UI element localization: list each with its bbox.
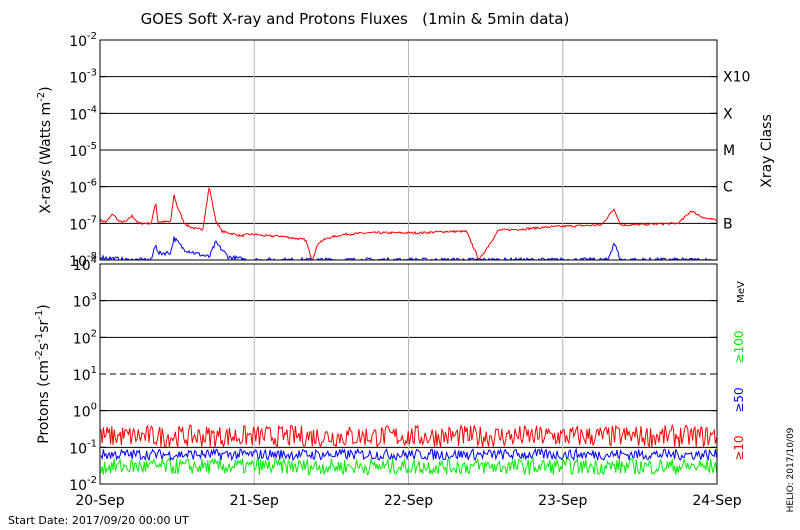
proton-ytick-label: 101 [73,365,97,384]
xray-ytick-label: 10-5 [69,141,97,160]
proton-y-axis-label: Protons (cm-2s-1sr-1) [34,304,52,443]
xray-ytick-label: 10-6 [69,178,97,197]
legend-p50: ≥50 [732,387,746,412]
x-tick-label: 23-Sep [538,493,587,509]
x-tick-label: 21-Sep [230,493,279,509]
xray-long-line [100,186,717,260]
proton-p10-line [100,423,717,449]
proton-y-ticks: 104 103 102 101 100 10-1 10-2 [69,255,717,494]
legend-p10: ≥10 [732,435,746,460]
xray-class-label: C [723,180,733,196]
proton-panel: 104 103 102 101 100 10-1 10-2 Protons (cm-2s-1… [34,255,747,494]
xray-class-label: B [723,216,733,232]
proton-ytick-label: 102 [73,328,97,347]
x-tick-label: 24-Sep [692,493,741,509]
xray-class-label: M [723,143,735,159]
x-tick-label: 22-Sep [384,493,433,509]
proton-ytick-label: 10-1 [69,438,97,457]
start-date: Start Date: 2017/09/20 00:00 UT [8,514,189,527]
xray-ytick-label: 10-8 [69,251,97,270]
xray-ytick-label: 10-3 [69,68,97,87]
proton-series [100,423,717,476]
xray-ytick-label: 10-7 [69,214,97,233]
x-axis-ticks: 20-Sep 21-Sep 22-Sep 23-Sep 24-Sep [75,493,741,509]
xray-class-axis-label: Xray Class [759,114,775,188]
xray-ytick-label: 10-4 [69,104,97,123]
proton-ytick-label: 100 [73,402,97,421]
xray-y-ticks: 10-2 10-3 10-4 10-5 10-6 10-7 10-8 [69,31,717,270]
proton-p50-line [100,447,717,462]
credit-label: HELIO: 2017/10/09 [786,427,796,512]
xray-y-axis-label: X-rays (Watts m-2) [36,86,54,213]
proton-p100-line [100,456,717,476]
proton-ytick-label: 10-2 [69,475,97,494]
chart-title: GOES Soft X-ray and Protons Fluxes (1min… [141,10,570,28]
proton-vgrid [253,264,564,484]
xray-ytick-label: 10-2 [69,31,97,50]
xray-class-label: X [723,106,733,122]
xray-vgrid [253,40,564,260]
xray-class-label: X10 [723,70,750,86]
proton-ytick-label: 103 [73,292,97,311]
xray-class-labels: X10 X M C B [723,70,750,233]
proton-ytick-label: 104 [73,255,97,274]
legend-p100: ≥100 [732,331,746,364]
x-tick-label: 20-Sep [75,493,124,509]
xray-panel: 10-2 10-3 10-4 10-5 10-6 10-7 10-8 X10 X M C B X-r… [36,31,775,270]
proton-unit-label: MeV [736,281,747,303]
